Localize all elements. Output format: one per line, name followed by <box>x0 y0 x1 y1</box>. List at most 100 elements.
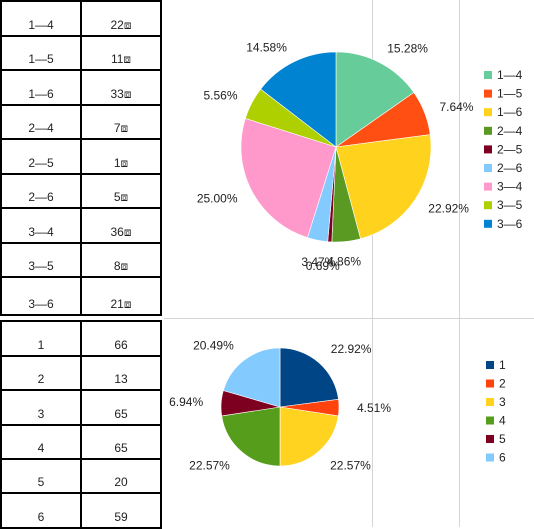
row-value[interactable]: 11⧈ <box>80 35 162 71</box>
pie-slice-4 <box>221 406 281 467</box>
legend-label: 2 <box>499 377 506 391</box>
row-value[interactable]: 65 <box>80 389 162 426</box>
legend-label: 1—5 <box>497 87 523 101</box>
table-row: 3 65 <box>0 389 162 426</box>
legend-swatch <box>486 361 494 369</box>
row-label[interactable]: 2 <box>0 355 82 391</box>
row-value[interactable]: 33⧈ <box>80 69 162 106</box>
slice-percent-label: 25.00% <box>197 191 238 205</box>
row-value[interactable]: 65 <box>80 424 162 460</box>
row-label[interactable]: 1—4 <box>0 0 82 37</box>
row-value[interactable]: 5⧈ <box>80 173 162 209</box>
pie-slice-3 <box>279 406 339 467</box>
slice-percent-label: 15.28% <box>387 42 428 56</box>
legend-swatch <box>484 108 492 117</box>
legend-swatch <box>486 453 494 462</box>
pie-slice-1 <box>335 51 415 148</box>
table-row: 2—5 1⧈ <box>0 138 162 175</box>
legend-swatch <box>484 219 492 228</box>
slice-percent-label: 0.69% <box>306 259 340 273</box>
pie-slice-9 <box>260 51 337 148</box>
row-label[interactable]: 2—5 <box>0 138 82 175</box>
table-row: 4 65 <box>0 424 162 460</box>
legend-swatch <box>484 164 492 172</box>
row-value[interactable]: 13 <box>80 355 162 391</box>
table-row: 1 66 <box>0 320 162 357</box>
grid-line <box>164 318 534 319</box>
row-label[interactable]: 2—6 <box>0 173 82 209</box>
legend-swatch <box>484 71 492 79</box>
table-row: 5 20 <box>0 458 162 494</box>
slice-percent-label: 20.49% <box>193 338 234 352</box>
pie-chart-singles: 22.92% 4.51% 22.57% 22.57% 6.94% 20.49% 1 2 3 4 5 6 <box>169 338 506 472</box>
table-row: 1—5 11⧈ <box>0 35 162 71</box>
legend-label: 3—6 <box>497 217 523 231</box>
row-label[interactable]: 5 <box>0 458 82 494</box>
slice-percent-label: 6.94% <box>169 395 203 409</box>
row-value[interactable]: 36⧈ <box>80 207 162 244</box>
pie-slice-1 <box>279 347 339 408</box>
row-label[interactable]: 3—5 <box>0 242 82 278</box>
legend-swatch <box>486 435 494 443</box>
row-label[interactable]: 2—4 <box>0 104 82 140</box>
grid-line <box>372 0 373 527</box>
pie-slice-6 <box>222 347 281 408</box>
legend-label: 3 <box>499 395 506 409</box>
legend-swatch <box>484 201 492 210</box>
table-row: 6 59 <box>0 492 162 529</box>
legend-label: 6 <box>499 451 506 465</box>
legend-swatch <box>484 182 492 191</box>
slice-percent-label: 22.92% <box>428 202 469 216</box>
pie-slice-3 <box>335 134 432 240</box>
row-label[interactable]: 3 <box>0 389 82 426</box>
row-label[interactable]: 3—4 <box>0 207 82 244</box>
legend-swatch <box>484 89 492 98</box>
row-label[interactable]: 6 <box>0 492 82 529</box>
table-row: 3—6 21⧈ <box>0 276 162 316</box>
legend-swatch <box>484 126 492 135</box>
table-row: 2—4 7⧈ <box>0 104 162 140</box>
legend-label: 1—6 <box>497 105 523 119</box>
slice-percent-label: 22.57% <box>189 458 230 472</box>
slice-percent-label: 3.47% <box>301 255 335 269</box>
legend-label: 5 <box>499 432 506 446</box>
row-value[interactable]: 1⧈ <box>80 138 162 175</box>
legend-label: 3—4 <box>497 180 523 194</box>
data-table-top: 1—4 22⧈ 1—5 11⧈ 1—6 33⧈ 2—4 7⧈ 2—5 1⧈ 2—6 5⧈ 3—4 36⧈ 3… <box>0 0 162 316</box>
row-label[interactable]: 1—5 <box>0 35 82 71</box>
legend-label: 1—4 <box>497 68 523 82</box>
slice-percent-label: 4.51% <box>357 401 391 415</box>
table-row: 3—4 36⧈ <box>0 207 162 244</box>
row-value[interactable]: 66 <box>80 320 162 357</box>
legend-swatch <box>486 379 494 388</box>
legend-label: 2—6 <box>497 161 523 175</box>
legend-label: 1 <box>499 358 506 372</box>
legend-label: 2—5 <box>497 142 523 156</box>
row-label[interactable]: 1 <box>0 320 82 357</box>
row-label[interactable]: 1—6 <box>0 69 82 106</box>
slice-percent-label: 7.64% <box>439 100 473 114</box>
table-row: 2—6 5⧈ <box>0 173 162 209</box>
row-value[interactable]: 8⧈ <box>80 242 162 278</box>
row-value[interactable]: 22⧈ <box>80 0 162 37</box>
slice-percent-label: 22.57% <box>330 458 371 472</box>
row-value[interactable]: 20 <box>80 458 162 494</box>
legend-swatch <box>486 398 494 406</box>
row-label[interactable]: 3—6 <box>0 276 82 316</box>
slice-percent-label: 22.92% <box>331 342 372 356</box>
table-row: 1—4 22⧈ <box>0 0 162 37</box>
row-value[interactable]: 7⧈ <box>80 104 162 140</box>
slice-percent-label: 5.56% <box>204 89 238 103</box>
table-row: 3—5 8⧈ <box>0 242 162 278</box>
data-table-bottom: 1 66 2 13 3 65 4 65 5 20 6 59 <box>0 320 162 529</box>
slice-percent-label: 14.58% <box>246 40 287 54</box>
row-value[interactable]: 59 <box>80 492 162 529</box>
table-row: 1—6 33⧈ <box>0 69 162 106</box>
row-value[interactable]: 21⧈ <box>80 276 162 316</box>
grid-line <box>459 0 460 527</box>
pie-chart-pairs: 15.28% 7.64% 22.92% 4.86%0.69%3.47% 25.00% 5.… <box>197 40 523 273</box>
row-label[interactable]: 4 <box>0 424 82 460</box>
legend-label: 3—5 <box>497 198 523 212</box>
slice-percent-label: 4.86% <box>327 254 361 268</box>
pie-slice-7 <box>240 118 337 238</box>
